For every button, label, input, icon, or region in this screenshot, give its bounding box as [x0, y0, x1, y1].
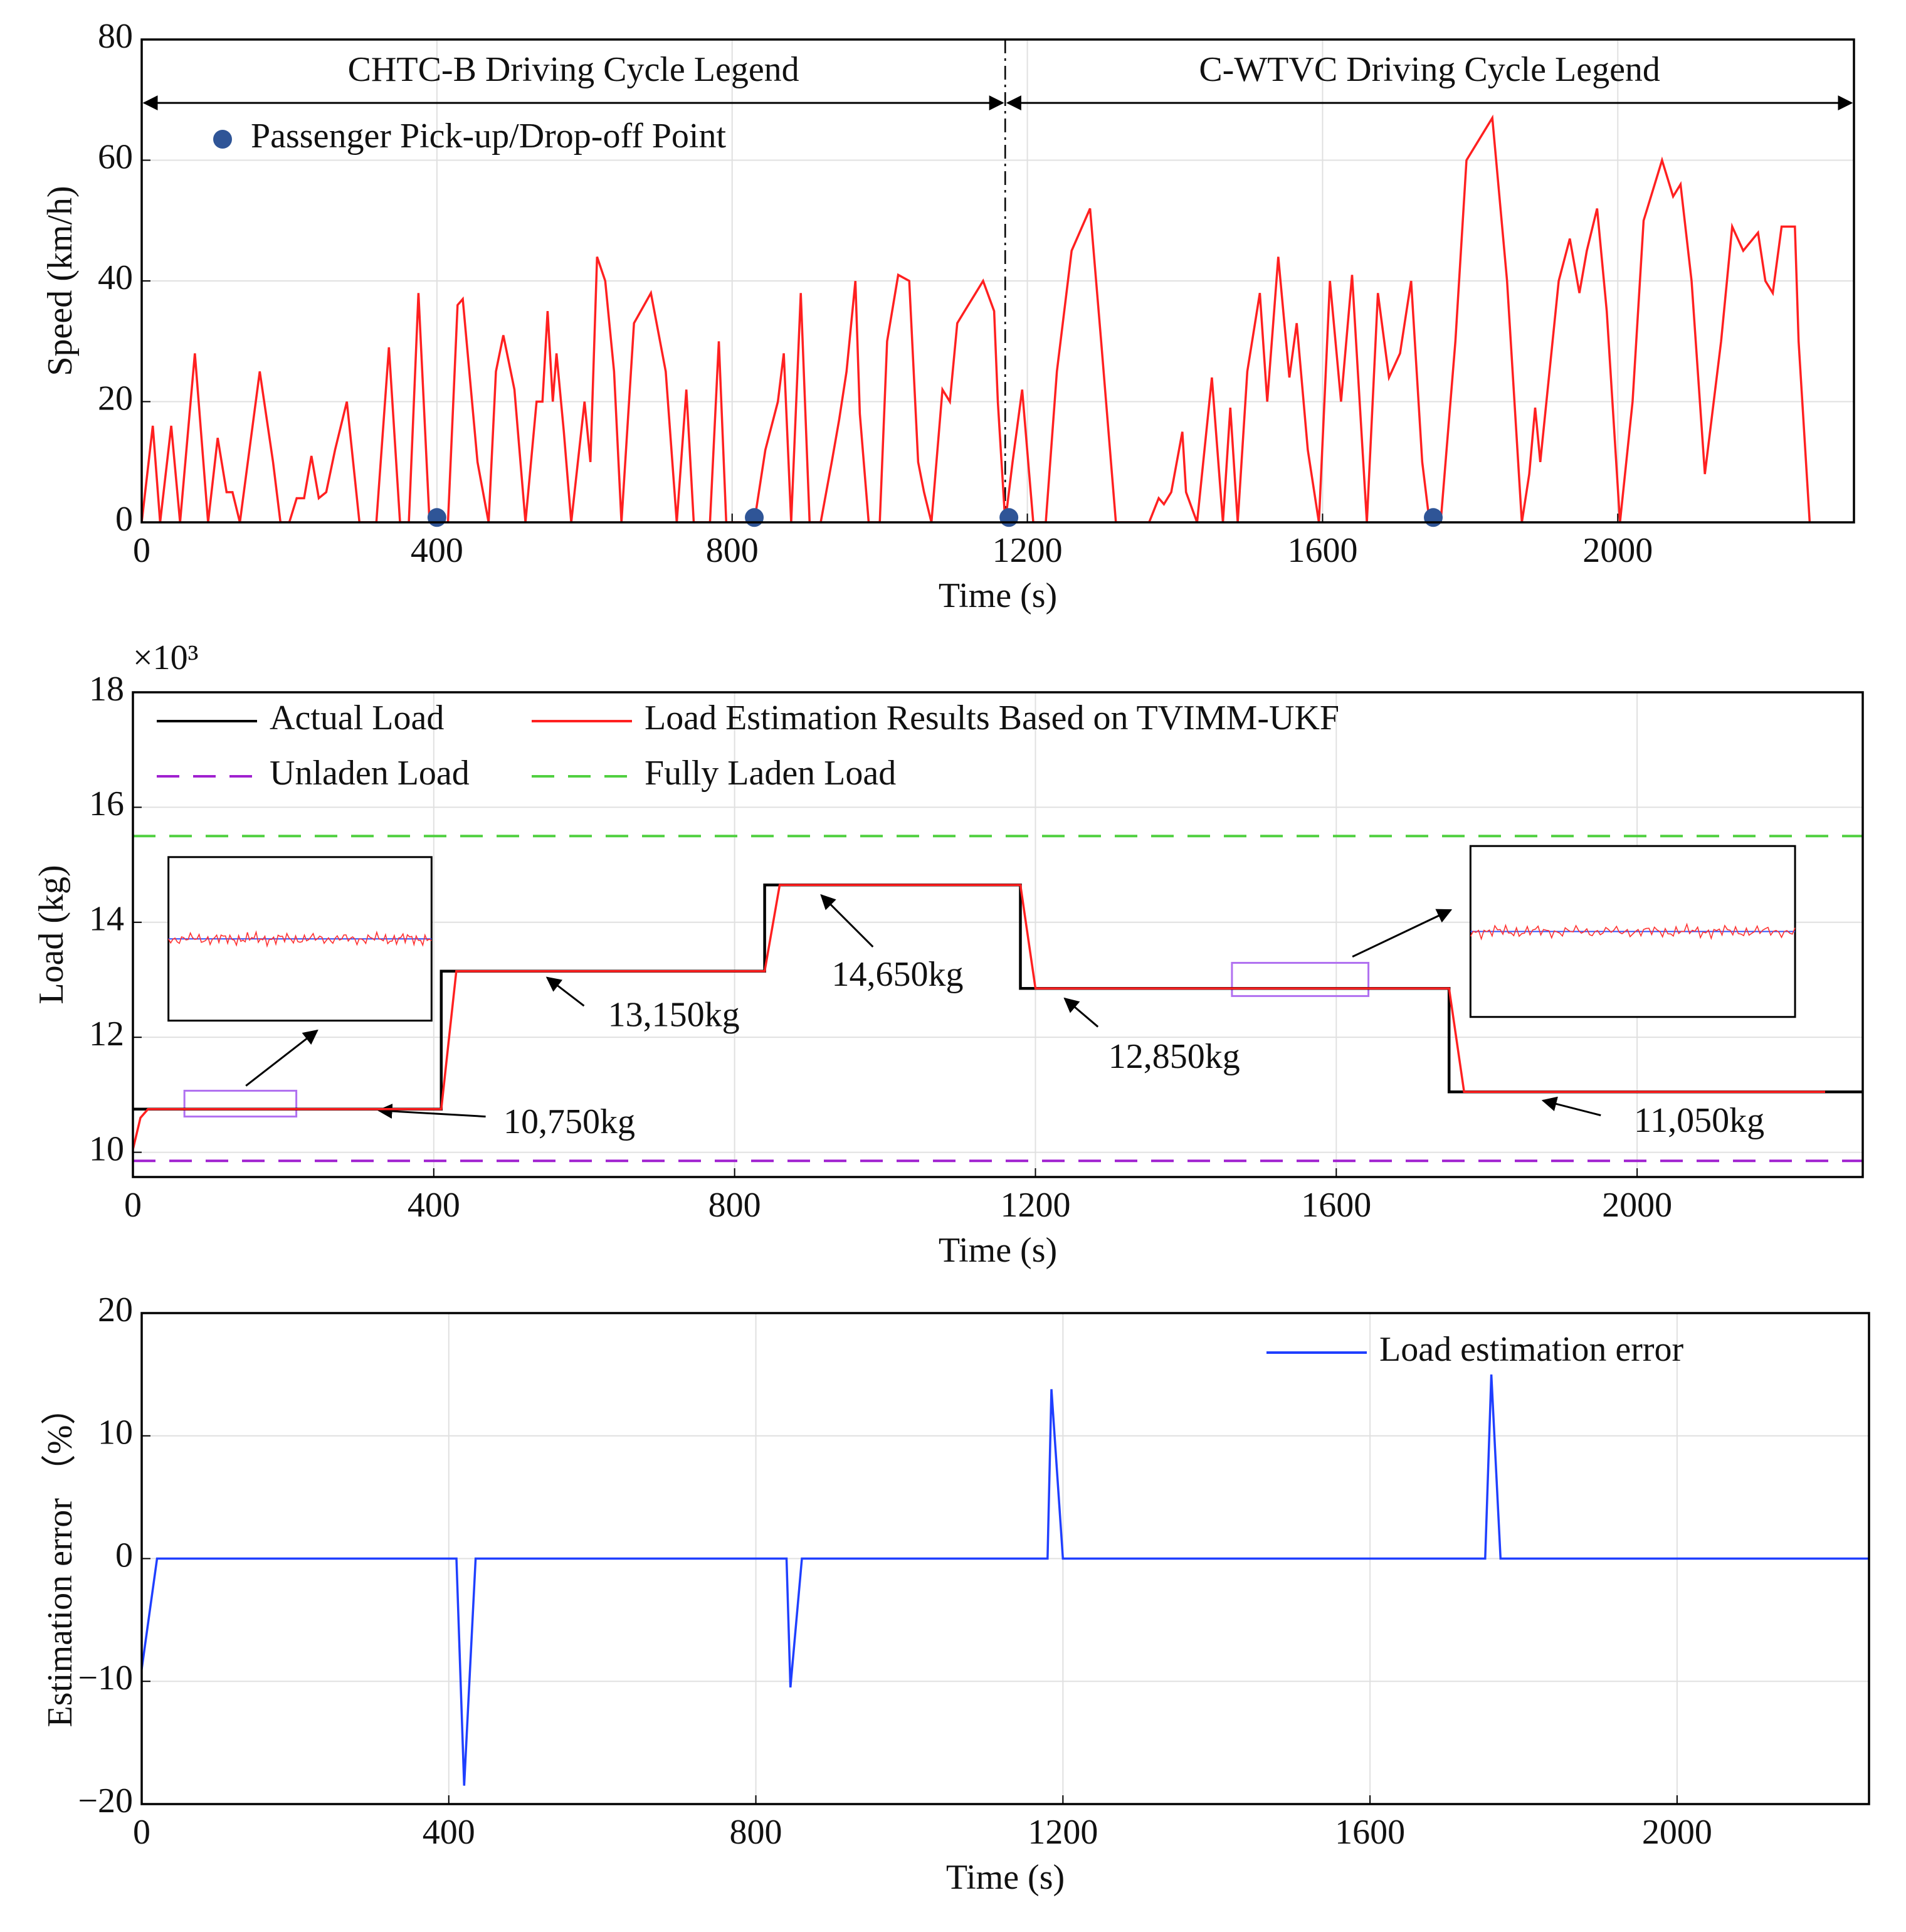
- x-tick-label: 2000: [1602, 1186, 1672, 1225]
- legend-label: Load estimation error: [1379, 1330, 1684, 1369]
- inset-estimate: [167, 930, 432, 948]
- annotation-arrow: [545, 976, 585, 1007]
- y-tick-label: 0: [115, 1536, 133, 1575]
- series-line: [133, 884, 1825, 1150]
- point: [1424, 508, 1443, 527]
- y-tick-label: 60: [98, 137, 133, 176]
- series-line: [142, 114, 1811, 522]
- y-axis-label: Estimation error （%）: [41, 1390, 80, 1727]
- legend-label: Load Estimation Results Based on TVIMM-U…: [645, 699, 1339, 737]
- x-tick-label: 1200: [992, 531, 1063, 570]
- plot-frame: [140, 38, 1855, 524]
- y-axis-label: Load (kg): [32, 865, 71, 1004]
- y-tick-label: 14: [89, 900, 124, 939]
- zoom-arrow: [1352, 909, 1453, 958]
- y-tick-label: 20: [98, 379, 133, 418]
- x-axis-label: Time (s): [939, 576, 1057, 615]
- x-tick-label: 400: [408, 1186, 460, 1225]
- point: [999, 508, 1019, 527]
- annotation-arrow: [1541, 1096, 1601, 1117]
- annotation: CHTC-B Driving Cycle Legend: [348, 50, 799, 89]
- x-tick-label: 800: [706, 531, 759, 570]
- y-tick-label: 40: [98, 258, 133, 297]
- x-tick-label: 1600: [1301, 1186, 1371, 1225]
- y-tick-label: 12: [89, 1015, 124, 1053]
- y-tick-label: 0: [115, 500, 133, 539]
- y-tick-label: 18: [89, 670, 124, 709]
- annotation: C-WTVC Driving Cycle Legend: [1199, 50, 1660, 89]
- x-tick-label: 0: [133, 1813, 150, 1852]
- x-tick-label: 1200: [1000, 1186, 1070, 1225]
- zoom-region: [183, 1089, 298, 1118]
- x-tick-label: 0: [124, 1186, 142, 1225]
- x-tick-label: 400: [411, 531, 463, 570]
- y-tick-label: 10: [98, 1413, 133, 1452]
- zoom-region: [1231, 961, 1370, 997]
- annotation-arrow: [1063, 997, 1099, 1028]
- point: [427, 508, 446, 527]
- y-tick-label: 16: [89, 784, 124, 823]
- x-tick-label: 2000: [1642, 1813, 1712, 1852]
- y-axis-label: Speed (km/h): [41, 186, 80, 376]
- x-tick-label: 2000: [1582, 531, 1653, 570]
- legend-label: Fully Laden Load: [645, 754, 896, 793]
- annotation-arrow: [377, 1104, 486, 1119]
- plot-frame: [132, 691, 1864, 1178]
- x-tick-label: 1600: [1287, 531, 1357, 570]
- x-tick-label: 1200: [1028, 1813, 1098, 1852]
- x-tick-label: 0: [133, 531, 150, 570]
- y-tick-label: 10: [89, 1129, 124, 1168]
- annotation: 13,150kg: [608, 996, 740, 1035]
- x-tick-label: 800: [730, 1813, 782, 1852]
- x-tick-label: 1600: [1335, 1813, 1405, 1852]
- x-axis-label: Time (s): [946, 1858, 1065, 1897]
- x-tick-label: 400: [423, 1813, 475, 1852]
- y-tick-label: 80: [98, 17, 133, 56]
- legend-label: Unladen Load: [270, 754, 470, 793]
- zoom-arrow: [245, 1029, 319, 1087]
- annotation-arrow: [820, 894, 874, 948]
- annotation: 11,050kg: [1634, 1101, 1764, 1140]
- legend-label: Passenger Pick-up/Drop-off Point: [251, 117, 726, 156]
- legend-label: Actual Load: [270, 699, 444, 737]
- legend-marker: [213, 130, 232, 149]
- annotation: 12,850kg: [1108, 1037, 1240, 1076]
- annotation: 10,750kg: [503, 1102, 635, 1141]
- y-tick-label: −20: [78, 1782, 133, 1820]
- axis-multiplier: ×10³: [133, 638, 198, 677]
- inset-estimate: [1470, 922, 1796, 941]
- y-tick-label: −10: [78, 1659, 133, 1697]
- plot-frame: [140, 1312, 1870, 1805]
- x-axis-label: Time (s): [939, 1231, 1057, 1270]
- y-tick-label: 20: [98, 1291, 133, 1329]
- point: [745, 508, 764, 527]
- series-line: [142, 1374, 1869, 1786]
- annotation: 14,650kg: [832, 955, 964, 994]
- x-tick-label: 800: [708, 1186, 761, 1225]
